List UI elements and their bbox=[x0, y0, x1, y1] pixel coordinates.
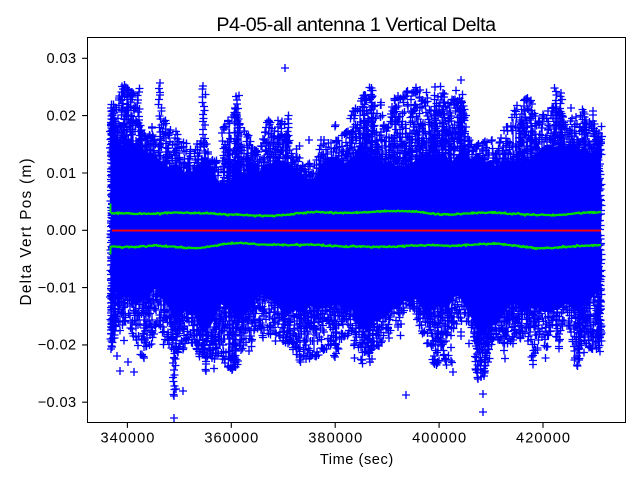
svg-text:0.00: 0.00 bbox=[46, 223, 76, 239]
svg-text:Delta Vert Pos (m): Delta Vert Pos (m) bbox=[18, 157, 35, 305]
svg-text:−0.03: −0.03 bbox=[38, 395, 77, 411]
svg-text:0.01: 0.01 bbox=[46, 166, 76, 182]
svg-text:420000: 420000 bbox=[516, 431, 571, 447]
svg-text:400000: 400000 bbox=[412, 431, 467, 447]
svg-text:380000: 380000 bbox=[308, 431, 363, 447]
svg-text:−0.01: −0.01 bbox=[38, 280, 77, 296]
svg-text:0.03: 0.03 bbox=[46, 51, 76, 67]
svg-text:−0.02: −0.02 bbox=[38, 338, 77, 354]
svg-text:0.02: 0.02 bbox=[46, 108, 76, 124]
svg-text:Time (sec): Time (sec) bbox=[320, 452, 394, 468]
svg-text:P4-05-all antenna 1 Vertical D: P4-05-all antenna 1 Vertical Delta bbox=[216, 14, 496, 36]
svg-text:340000: 340000 bbox=[100, 431, 155, 447]
svg-text:360000: 360000 bbox=[204, 431, 259, 447]
